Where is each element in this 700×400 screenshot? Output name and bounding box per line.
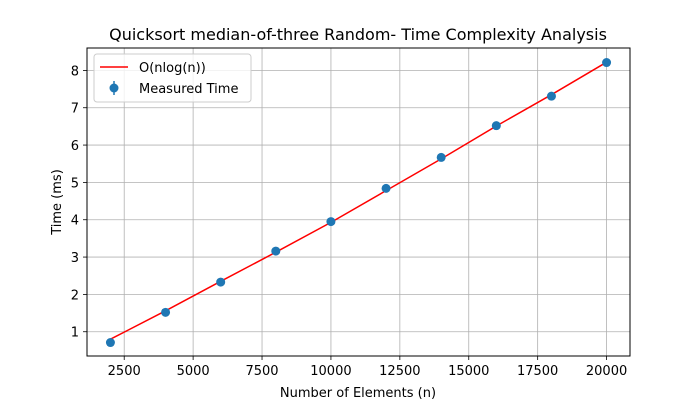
x-tick-label: 20000 — [586, 364, 627, 379]
legend-label-model: O(nlog(n)) — [139, 61, 206, 76]
y-tick-label: 7 — [71, 102, 79, 117]
legend: O(nlog(n)) Measured Time — [93, 53, 252, 103]
measured-point — [161, 307, 171, 317]
y-tick-label: 6 — [71, 139, 79, 154]
x-tick-label: 12500 — [379, 364, 420, 379]
y-tick-label: 2 — [71, 288, 79, 303]
x-tick-label: 2500 — [108, 364, 141, 379]
chart-title: Quicksort median-of-three Random- Time C… — [109, 25, 607, 44]
y-tick-label: 4 — [71, 214, 79, 229]
measured-point — [491, 121, 501, 131]
x-tick-label: 17500 — [517, 364, 558, 379]
axes-frame — [86, 47, 631, 357]
legend-marker-swatch — [109, 83, 119, 93]
x-tick-label: 10000 — [310, 364, 351, 379]
measured-point — [105, 338, 115, 348]
measured-point — [271, 246, 281, 256]
x-axis-title: Number of Elements (n) — [280, 386, 436, 400]
x-tick-label: 15000 — [448, 364, 489, 379]
y-tick-label: 8 — [71, 64, 79, 79]
legend-label-measured: Measured Time — [139, 82, 238, 97]
x-tick-label: 7500 — [245, 364, 278, 379]
model-line — [110, 61, 607, 340]
legend-box — [93, 53, 252, 103]
y-tick-label: 1 — [71, 326, 79, 341]
grid — [87, 48, 630, 356]
measured-point — [216, 277, 226, 287]
y-tick-label: 5 — [71, 176, 79, 191]
measured-point — [436, 152, 446, 162]
measured-point — [326, 217, 336, 227]
ticks: 2500 5000 7500 10000 12500 15000 17500 20000 1 2 3… — [71, 64, 628, 379]
measured-point — [602, 58, 612, 68]
measured-point — [546, 91, 556, 101]
y-tick-label: 3 — [71, 251, 79, 266]
measured-point — [381, 183, 391, 193]
plot-area — [105, 58, 612, 348]
x-tick-label: 5000 — [177, 364, 210, 379]
y-axis-title: Time (ms) — [50, 169, 65, 236]
